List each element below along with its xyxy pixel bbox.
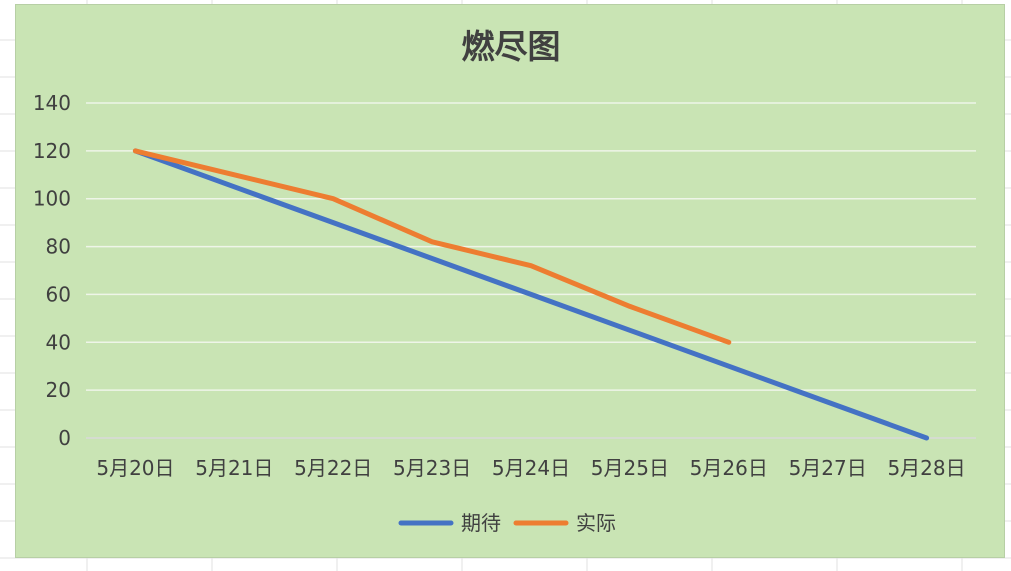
y-gridlines xyxy=(86,102,976,439)
x-tick-label: 5月23日 xyxy=(393,456,471,480)
x-tick-label: 5月22日 xyxy=(294,456,372,480)
legend: 期待 实际 xyxy=(398,511,616,535)
chart-area[interactable]: 燃尽图 0 20 40 60 80 100 120 140 5月20日 5月21日 5月22日 5月… xyxy=(15,4,1005,558)
series-line-0[interactable] xyxy=(132,148,930,441)
x-axis-ticks: 5月20日 5月21日 5月22日 5月23日 5月24日 5月25日 5月26日 5月27日… xyxy=(96,456,965,480)
legend-label-1: 实际 xyxy=(576,511,616,535)
x-tick-label: 5月27日 xyxy=(789,456,867,480)
y-axis-ticks: 0 20 40 60 80 100 120 140 xyxy=(33,91,71,450)
x-tick-label: 5月21日 xyxy=(195,456,273,480)
y-tick-label: 120 xyxy=(33,139,71,163)
x-tick-label: 5月20日 xyxy=(96,456,174,480)
legend-label-0: 期待 xyxy=(461,511,501,535)
chart-title: 燃尽图 xyxy=(462,27,561,66)
y-tick-label: 40 xyxy=(46,330,71,354)
x-tick-label: 5月28日 xyxy=(887,456,965,480)
y-tick-label: 60 xyxy=(46,282,71,306)
y-tick-label: 80 xyxy=(46,235,71,259)
x-tick-label: 5月25日 xyxy=(591,456,669,480)
series-line-1[interactable] xyxy=(132,148,732,345)
y-tick-label: 140 xyxy=(33,91,71,115)
series-lines xyxy=(132,148,930,441)
x-tick-label: 5月26日 xyxy=(690,456,768,480)
y-tick-label: 20 xyxy=(46,378,71,402)
y-tick-label: 0 xyxy=(58,426,71,450)
x-tick-label: 5月24日 xyxy=(492,456,570,480)
y-tick-label: 100 xyxy=(33,187,71,211)
